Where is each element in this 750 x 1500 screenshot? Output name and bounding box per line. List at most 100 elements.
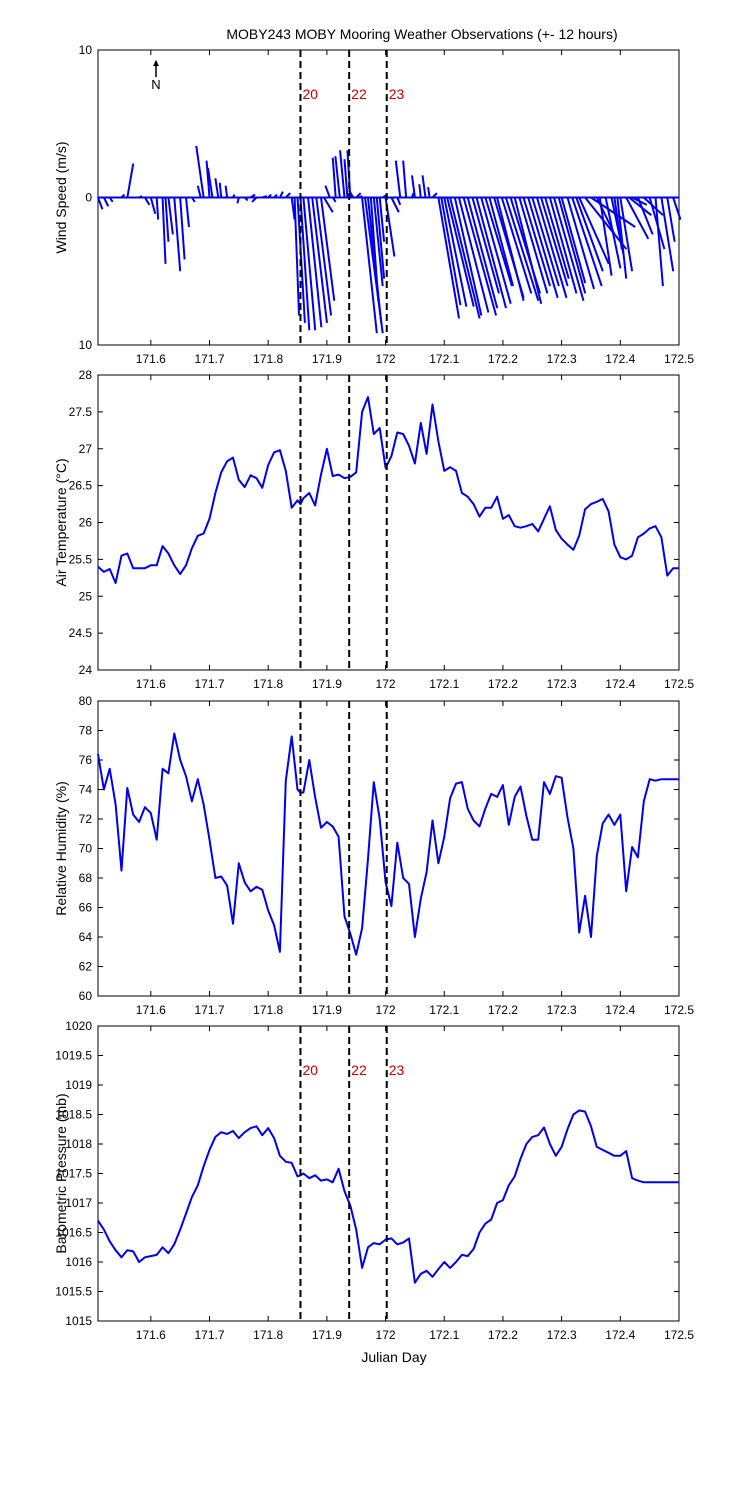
humidity-x-tick-label: 172.3 [547,1003,577,1017]
airtemp-data-point [103,571,105,573]
humidity-y-tick-label: 62 [79,960,93,974]
pressure-data-point [555,1155,557,1157]
pressure-data-point [255,1125,258,1127]
humidity-data-point [208,839,211,841]
airtemp-data-point [514,525,516,527]
airtemp-data-point [602,498,604,500]
wind-x-tick-label: 171.6 [136,352,166,366]
humidity-data-point [490,793,492,795]
wind-vector [500,197,533,294]
wind-vector [411,192,415,198]
pressure-data-point [291,1162,293,1164]
wind-x-tick-label: 171.8 [253,352,283,366]
pressure-data-point [654,1181,657,1183]
airtemp-y-tick-label: 25 [79,589,93,603]
airtemp-data-point [261,487,263,489]
airtemp-data-point [549,505,551,507]
humidity-data-point [514,796,516,798]
pressure-data-point [602,1149,604,1151]
airtemp-data-point [255,477,258,479]
wind-vector [108,196,114,203]
wind-vector [267,193,272,199]
airtemp-data-point [437,440,439,442]
wind-vector [315,197,333,316]
airtemp-data-point [132,567,134,569]
pressure-data-point [484,1223,486,1225]
pressure-data-point [279,1155,281,1157]
airtemp-data-point [561,538,563,540]
airtemp-data-point [244,486,246,488]
figure-title: MOBY243 MOBY Mooring Weather Observation… [226,26,617,42]
humidity-y-tick-label: 72 [79,812,93,826]
pressure-data-point [666,1181,668,1183]
wind-vector [466,197,499,309]
wind-vector [236,197,240,204]
humidity-data-point [537,839,539,841]
airtemp-data-point [402,433,404,435]
humidity-y-tick-label: 68 [79,871,93,885]
airtemp-x-tick-label: 171.9 [312,677,342,691]
wind-vector [440,197,462,306]
humidity-data-point [150,812,152,814]
wind-vector [161,197,167,264]
humidity-data-point [414,936,416,938]
humidity-data-point [314,796,316,798]
humidity-data-point [607,813,610,816]
wind-vector [666,197,676,242]
airtemp-y-tick-label: 26 [79,516,93,530]
airtemp-data-point [484,507,486,509]
wind-vector [279,191,284,198]
airtemp-data-point [191,547,193,549]
airtemp-data-point [238,479,240,481]
pressure-data-point [197,1184,199,1186]
wind-vector [643,196,664,216]
humidity-data-point [502,784,504,786]
pressure-data-point [619,1155,621,1157]
wind-vector [343,159,349,198]
humidity-data-point [549,793,551,795]
wind-vector [138,195,143,199]
wind-y-axis-label: Wind Speed (m/s) [53,141,69,253]
pressure-data-point [338,1168,340,1170]
wind-vector [299,197,311,331]
wind-vector [167,197,174,235]
pressure-data-point [103,1228,105,1231]
humidity-data-point [308,759,310,761]
airtemp-data-point [596,501,598,503]
pressure-data-point [566,1128,569,1130]
wind-vector [553,197,585,302]
airtemp-y-tick-label: 27.5 [69,405,93,419]
pressure-data-point [138,1261,140,1263]
wind-x-tick-label: 171.7 [194,352,224,366]
pressure-y-tick-label: 1020 [65,1019,92,1033]
airtemp-data-point [625,558,627,560]
pressure-data-point [156,1254,158,1256]
humidity-data-point [649,778,651,780]
pressure-event-marker-label: 20 [302,1062,318,1078]
chart-panels: 171.6 171.7 171.8 171.9 172 172.1 172.2 172.3 17… [53,43,694,1342]
pressure-data-point [320,1179,322,1182]
airtemp-data-point [308,492,310,494]
airtemp-data-point [408,445,410,447]
airtemp-data-point [619,556,621,558]
airtemp-x-tick-label: 172.3 [547,677,577,691]
humidity-x-tick-label: 172.4 [605,1003,635,1017]
pressure-data-point [97,1220,99,1222]
airtemp-y-tick-label: 24 [79,663,93,677]
pressure-data-point [144,1256,146,1258]
pressure-data-point [678,1181,680,1183]
pressure-data-point [185,1213,187,1215]
humidity-data-point [267,909,269,912]
wind-vector [273,193,278,199]
pressure-data-point [525,1143,528,1145]
pressure-data-point [355,1228,357,1231]
humidity-data-point [338,836,340,838]
wind-vector [214,178,220,198]
airtemp-data-point [299,503,302,505]
humidity-x-tick-label: 172.5 [664,1003,694,1017]
wind-vector [120,193,126,199]
airtemp-data-point [367,396,369,398]
airtemp-data-point [666,575,668,577]
airtemp-data-point [537,530,539,532]
humidity-data-point [343,915,346,917]
